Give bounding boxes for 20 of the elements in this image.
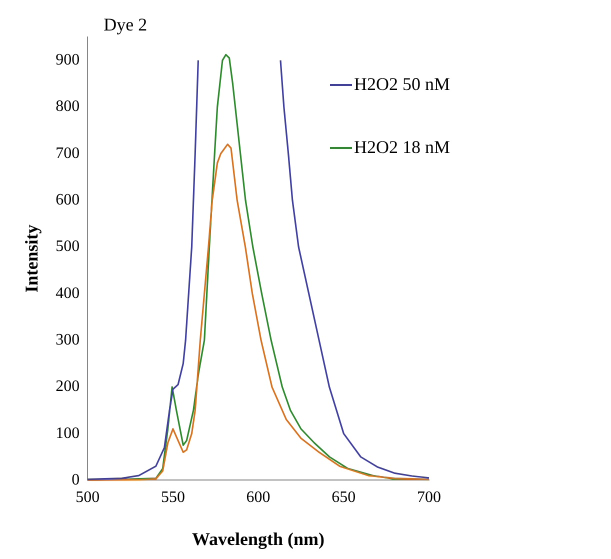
- x-tick-label: 550: [160, 489, 185, 506]
- y-tick-label: 900: [56, 52, 80, 69]
- legend-label: H2O2 18 nM: [354, 137, 450, 158]
- legend-label: H2O2 50 nM: [354, 74, 450, 95]
- y-tick-label: 700: [56, 144, 80, 162]
- y-tick-label: 200: [56, 378, 80, 396]
- chart-title: Dye 2: [104, 14, 148, 35]
- x-axis-title: Wavelength (nm): [192, 528, 325, 549]
- x-tick-label: 500: [76, 489, 100, 506]
- y-tick-label: 300: [56, 331, 80, 348]
- y-tick-label: 800: [56, 98, 80, 116]
- x-tick-label: 600: [246, 489, 270, 506]
- x-tick-label: 650: [332, 489, 356, 506]
- y-tick-label: 600: [56, 191, 80, 208]
- x-tick-label: 700: [417, 489, 441, 506]
- y-axis-title: Intensity: [21, 224, 42, 293]
- y-tick-label: 500: [56, 238, 80, 256]
- y-tick-label: 100: [56, 424, 80, 442]
- y-tick-label: 0: [72, 471, 80, 488]
- y-tick-label: 400: [56, 284, 80, 302]
